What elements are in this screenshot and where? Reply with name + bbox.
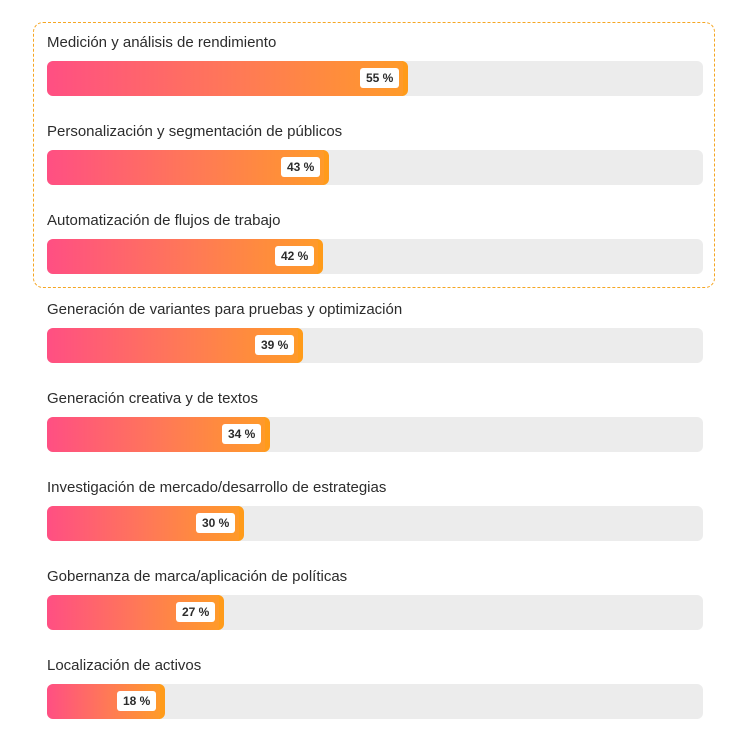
category-label: Localización de activos <box>47 657 202 674</box>
value-label: 55 % <box>360 68 400 88</box>
category-label: Automatización de flujos de trabajo <box>47 212 281 229</box>
bar-track: 30 % <box>47 506 703 541</box>
bar-fill <box>47 61 408 96</box>
bar-track: 18 % <box>47 684 703 719</box>
value-label: 42 % <box>275 246 315 266</box>
bar-track: 39 % <box>47 328 703 363</box>
bar-track: 55 % <box>47 61 703 96</box>
category-label: Generación de variantes para pruebas y o… <box>47 301 403 318</box>
category-label: Gobernanza de marca/aplicación de políti… <box>47 568 348 585</box>
category-label: Investigación de mercado/desarrollo de e… <box>47 479 387 496</box>
highlight-box <box>33 22 715 288</box>
value-label: 27 % <box>176 602 216 622</box>
bar-track: 42 % <box>47 239 703 274</box>
value-label: 30 % <box>196 513 236 533</box>
category-label: Personalización y segmentación de públic… <box>47 123 343 140</box>
bar-track: 34 % <box>47 417 703 452</box>
value-label: 39 % <box>255 335 295 355</box>
category-label: Medición y análisis de rendimiento <box>47 34 277 51</box>
value-label: 34 % <box>222 424 262 444</box>
value-label: 18 % <box>117 691 157 711</box>
bar-track: 43 % <box>47 150 703 185</box>
category-label: Generación creativa y de textos <box>47 390 258 407</box>
value-label: 43 % <box>281 157 321 177</box>
bar-track: 27 % <box>47 595 703 630</box>
